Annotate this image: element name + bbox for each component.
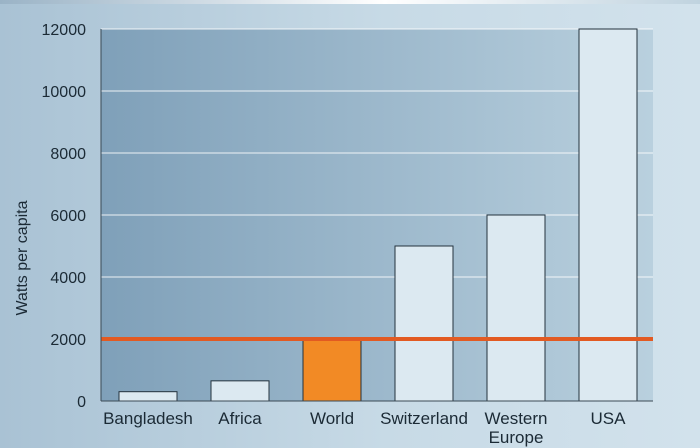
bar [210, 380, 270, 402]
x-tick-label: USA [591, 409, 627, 428]
bar [118, 391, 178, 402]
y-tick-label: 2000 [50, 332, 86, 349]
y-tick-label: 0 [77, 394, 86, 411]
x-tick-label: Bangladesh [103, 409, 193, 428]
bar [394, 245, 454, 402]
y-axis-label: Watts per capita [14, 200, 31, 315]
y-tick-label: 8000 [50, 146, 86, 163]
x-tick-label: World [310, 409, 354, 428]
y-tick-label: 4000 [50, 270, 86, 287]
y-tick-label: 10000 [42, 84, 87, 101]
y-tick-label: 6000 [50, 208, 86, 225]
x-tick-label: Western Europe [485, 409, 548, 447]
bar [486, 214, 546, 402]
x-tick-label: Switzerland [380, 409, 468, 428]
bar [578, 28, 638, 402]
bar [302, 338, 362, 402]
y-tick-label: 12000 [42, 22, 87, 39]
x-tick-label: Africa [218, 409, 262, 428]
